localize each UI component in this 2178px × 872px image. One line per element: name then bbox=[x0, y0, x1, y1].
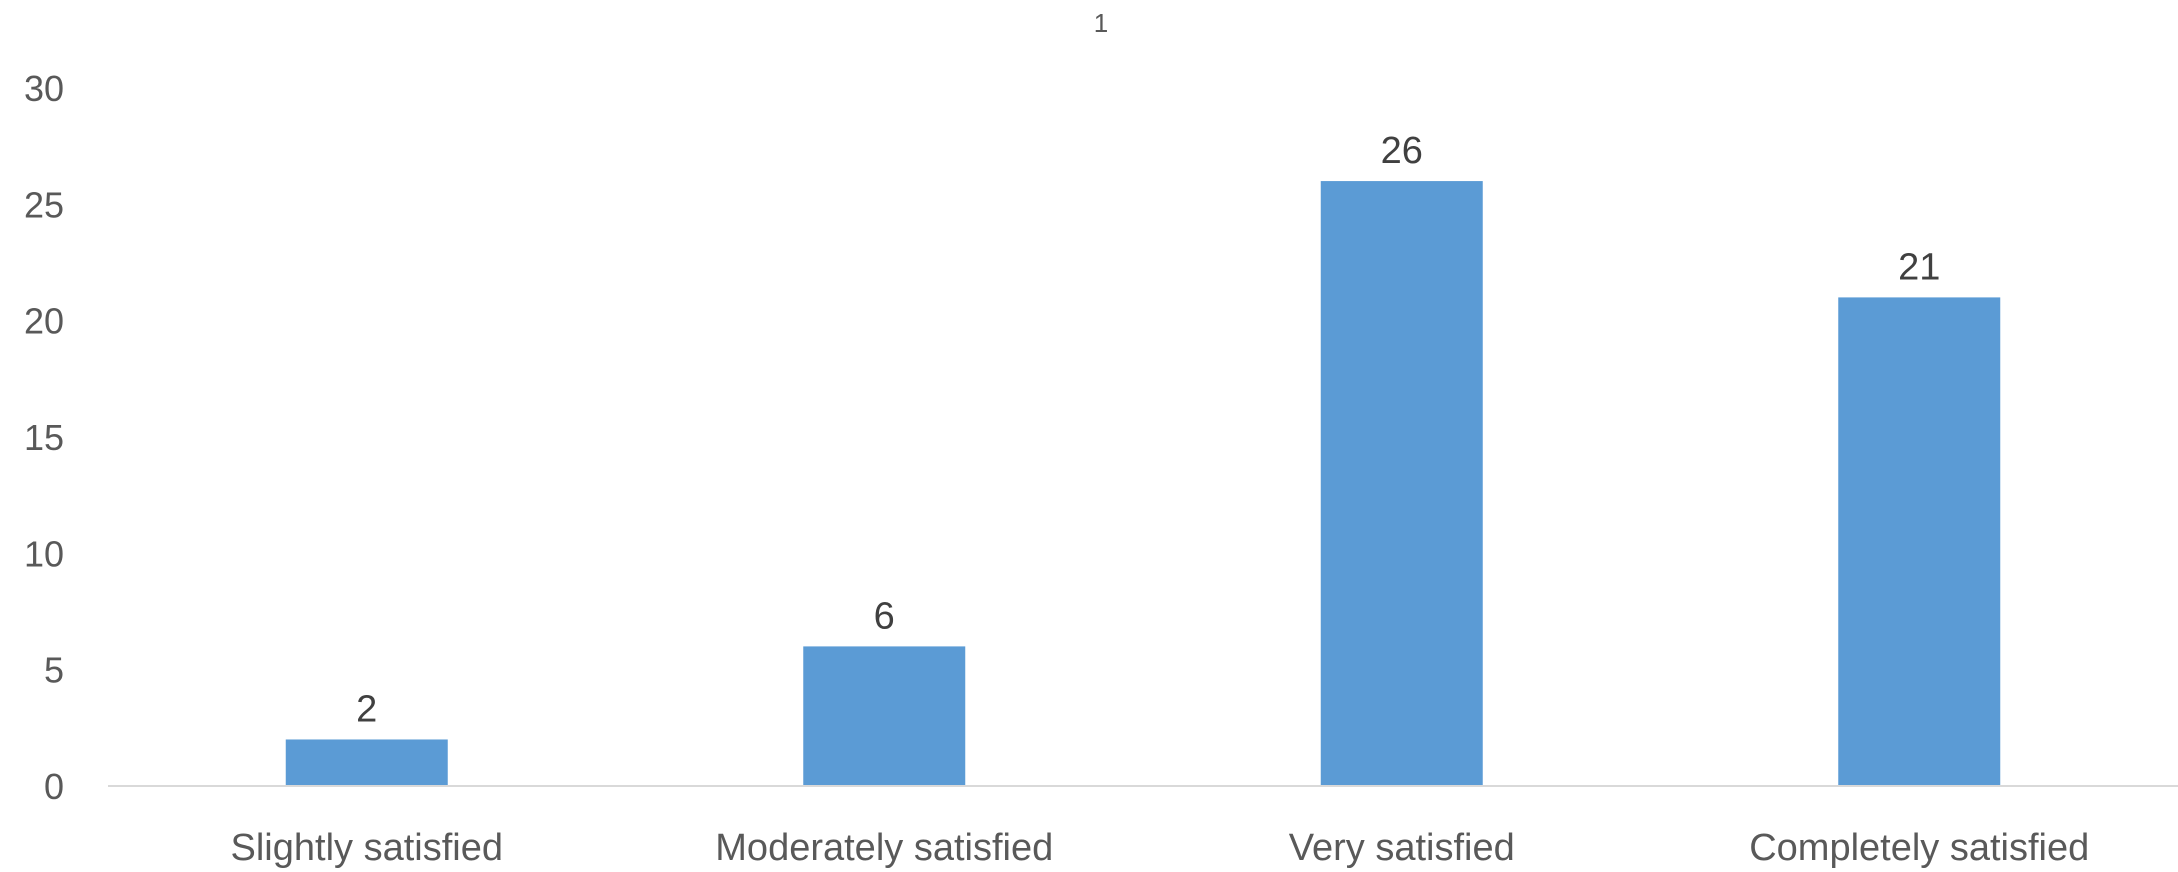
x-category-label: Very satisfied bbox=[1289, 827, 1515, 869]
y-tick-label: 20 bbox=[24, 301, 64, 342]
data-label: 21 bbox=[1898, 246, 1940, 288]
y-tick-label: 0 bbox=[44, 766, 64, 807]
data-label: 6 bbox=[874, 595, 895, 637]
y-axis-ticks: 0 5 10 15 20 25 30 bbox=[24, 68, 64, 807]
bars-group bbox=[285, 181, 2001, 787]
bar bbox=[803, 646, 966, 786]
y-tick-label: 15 bbox=[24, 417, 64, 458]
bar bbox=[1838, 297, 2001, 786]
category-labels-group: Slightly satisfied Moderately satisfied Ve… bbox=[231, 827, 2090, 869]
x-category-label: Slightly satisfied bbox=[231, 827, 503, 869]
y-tick-label: 5 bbox=[44, 650, 64, 691]
chart-title: 1 bbox=[1094, 8, 1108, 38]
x-category-label: Completely satisfied bbox=[1749, 827, 2089, 869]
x-category-label: Moderately satisfied bbox=[715, 827, 1053, 869]
bar bbox=[285, 739, 448, 786]
y-tick-label: 30 bbox=[24, 68, 64, 109]
bar bbox=[1320, 181, 1483, 787]
y-tick-label: 10 bbox=[24, 533, 64, 574]
data-label: 26 bbox=[1381, 130, 1423, 172]
y-tick-label: 25 bbox=[24, 184, 64, 225]
data-label: 2 bbox=[356, 688, 377, 730]
